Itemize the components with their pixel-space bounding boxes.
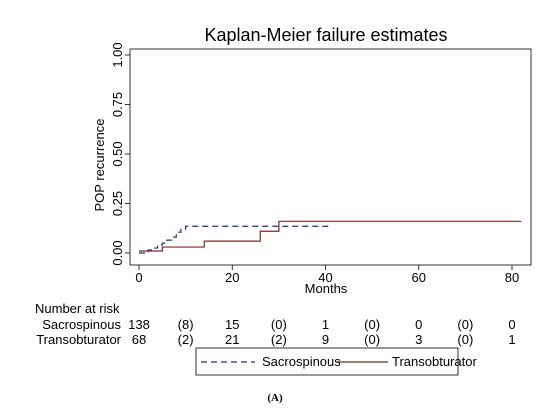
risk-value-transobturator-3: (2) — [271, 332, 287, 347]
x-tick-label-2: 40 — [318, 270, 332, 285]
risk-value-transobturator-2: 21 — [225, 332, 239, 347]
risk-table-header: Number at risk — [35, 301, 120, 316]
risk-value-sacrospinous-8: 0 — [508, 317, 515, 332]
risk-value-sacrospinous-1: (8) — [178, 317, 194, 332]
y-axis-label: POP recurrence — [92, 119, 107, 212]
risk-value-transobturator-1: (2) — [178, 332, 194, 347]
plot-region: 0.00 0.25 0.50 0.75 1.00 0 20 40 60 80 — [110, 42, 532, 285]
x-tick-label-0: 0 — [135, 270, 142, 285]
risk-value-transobturator-0: 68 — [132, 332, 146, 347]
risk-value-sacrospinous-4: 1 — [322, 317, 329, 332]
x-tick-label-1: 20 — [225, 270, 239, 285]
legend-label-sacrospinous: Sacrospinous — [262, 354, 341, 369]
risk-value-sacrospinous-0: 138 — [128, 317, 150, 332]
y-tick-label-2: 0.50 — [110, 141, 125, 166]
risk-value-transobturator-6: 3 — [415, 332, 422, 347]
y-tick-label-4: 1.00 — [110, 42, 125, 67]
km-curve-transobturator — [139, 220, 522, 252]
risk-value-sacrospinous-3: (0) — [271, 317, 287, 332]
risk-value-sacrospinous-7: (0) — [457, 317, 473, 332]
chart-title: Kaplan-Meier failure estimates — [204, 25, 447, 45]
x-tick-label-4: 80 — [505, 270, 519, 285]
number-at-risk-table: Number at risk Sacrospinous Transobturat… — [35, 301, 516, 347]
legend-box — [195, 347, 459, 376]
series-layer — [139, 220, 522, 254]
x-axis: 0 20 40 60 80 — [135, 265, 519, 285]
y-axis: 0.00 0.25 0.50 0.75 1.00 — [110, 42, 130, 266]
plot-area — [129, 48, 532, 266]
risk-value-transobturator-5: (0) — [364, 332, 380, 347]
legend: Sacrospinous Transobturator — [195, 347, 477, 376]
y-tick-label-0: 0.00 — [110, 240, 125, 265]
risk-value-transobturator-7: (0) — [457, 332, 473, 347]
risk-value-sacrospinous-6: 0 — [415, 317, 422, 332]
y-tick-label-1: 0.25 — [110, 191, 125, 216]
risk-row-label-transobturator: Transobturator — [36, 332, 121, 347]
x-axis-label: Months — [305, 281, 348, 296]
y-tick-label-3: 0.75 — [110, 92, 125, 117]
legend-label-transobturator: Transobturator — [392, 354, 477, 369]
risk-value-sacrospinous-5: (0) — [364, 317, 380, 332]
risk-row-label-sacrospinous: Sacrospinous — [42, 317, 121, 332]
figure-label: (A) — [267, 392, 283, 404]
risk-value-sacrospinous-2: 15 — [225, 317, 239, 332]
x-tick-label-3: 60 — [412, 270, 426, 285]
km-curve-sacrospinous — [139, 225, 331, 254]
risk-value-transobturator-4: 9 — [322, 332, 329, 347]
risk-value-transobturator-8: 1 — [508, 332, 515, 347]
